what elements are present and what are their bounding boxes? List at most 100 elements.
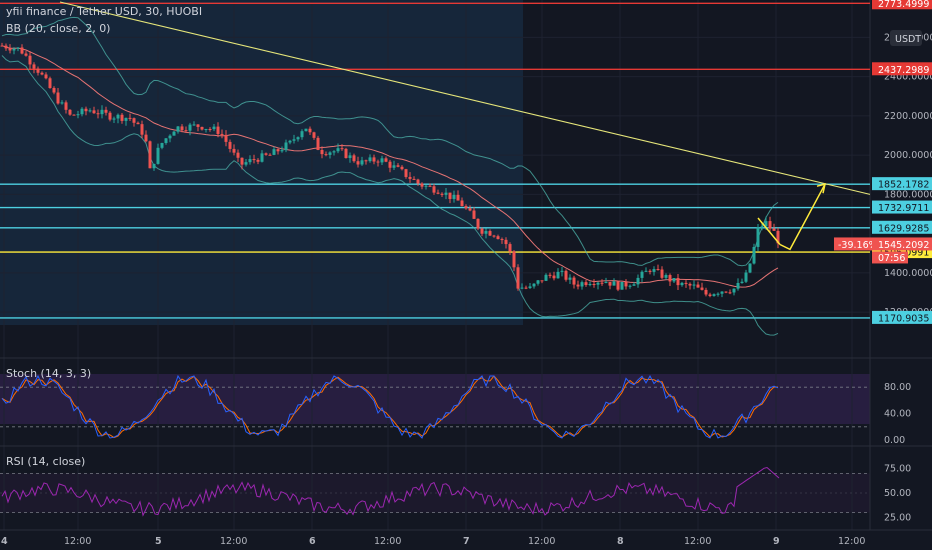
candle-body [252,159,256,161]
projection-arrows[interactable] [757,183,826,251]
stoch-indicator-label[interactable]: Stoch (14, 3, 3) [6,367,92,380]
candle-body [768,221,772,229]
candle-body [200,126,204,130]
candle-body [504,239,508,245]
candle-body [392,165,396,168]
bollinger-bands [1,16,779,336]
countdown-label: 07:56 [878,253,905,264]
candle-body [412,178,416,180]
price-level-label: 2773.4999 [878,0,929,10]
candle-body [160,143,164,148]
candle-body [712,294,716,296]
stoch-pane [0,374,870,439]
candle-body [704,289,708,295]
candle-body [404,169,408,177]
candle-body [60,102,64,104]
candle-body [684,282,688,284]
time-tick-label: 12:00 [64,536,91,547]
price-axis[interactable]: 2600.00002400.00002200.00002000.00001800… [834,0,932,523]
candle-body [400,166,404,170]
candle-body [580,282,584,287]
candle-body [224,134,228,142]
price-level-tag [872,220,932,234]
candle-body [444,192,448,195]
candle-body [632,284,636,286]
candle-body [472,210,476,219]
candle-body [596,282,600,285]
rsi-indicator-label[interactable]: RSI (14, close) [6,455,86,468]
candle-body [668,275,672,282]
candle-body [572,277,576,285]
bb-basis [1,45,779,288]
time-axis[interactable]: 4 12:00 5 12:00 6 12:00 7 12:00 8 12:00 9 12:00 [0,529,932,547]
candle-body [284,142,288,151]
candle-body [220,133,224,135]
candle-body [8,48,12,51]
symbol-title[interactable]: yfii finance / Tether USD, 30, HUOBI [6,5,203,18]
trendline[interactable] [59,1,871,195]
candle-body [388,161,392,168]
candle-body [484,231,488,234]
candle-body [416,179,420,184]
candle-body [720,291,724,294]
candle-body [332,151,336,153]
candle-body [152,163,156,169]
candle-body [312,132,316,138]
candle-body [272,149,276,155]
candle-body [268,154,272,156]
price-level-tag [872,200,932,214]
candle-body [564,270,568,280]
last-price-label: 1545.2092 [878,240,929,251]
time-tick-label: 12:00 [220,536,247,547]
candle-body [660,269,664,278]
candle-body [216,126,220,134]
candle-body [28,55,32,65]
candle-body [360,160,364,165]
candle-body [44,74,48,79]
price-level-tag [872,310,932,324]
candle-body [648,270,652,272]
candle-body [428,185,432,187]
candle-body [456,194,460,201]
candle-body [156,147,160,164]
time-tick-label: 8 [617,536,624,547]
candle-body [728,292,732,294]
stoch-tick-label: 0.00 [884,435,905,446]
candle-body [188,124,192,131]
candle-body [532,283,536,287]
price-level-label: 1732.9711 [878,203,929,214]
candle-body [608,281,612,286]
candle-body [552,275,556,279]
bb-indicator-label[interactable]: BB (20, close, 2, 0) [6,22,111,35]
candle-body [72,114,76,116]
price-level-tag [872,0,932,10]
candle-body [176,126,180,132]
candle-body [164,138,168,144]
candle-body [76,114,80,116]
candle-body [256,159,260,162]
candle-body [512,251,516,268]
projection-arrow [779,183,826,251]
candle-body [604,281,608,283]
time-tick-label: 5 [155,536,162,547]
currency-label: USDT [895,34,921,45]
candle-body [628,285,632,287]
candle-body [96,113,100,115]
candle-body [316,137,320,150]
candle-body [740,281,744,284]
price-levels[interactable] [0,2,870,319]
time-tick-label: 12:00 [838,536,865,547]
candle-body [424,185,428,187]
candles [0,42,780,298]
candle-body [620,281,624,290]
candle-body [180,126,184,131]
price-level-label: 1629.9285 [878,223,929,234]
candle-body [244,162,248,165]
candle-body [500,239,504,241]
currency-badge [890,30,922,46]
rsi-line [1,466,780,517]
grid-lines [0,0,932,530]
candle-body [68,109,72,115]
candle-body [528,286,532,288]
